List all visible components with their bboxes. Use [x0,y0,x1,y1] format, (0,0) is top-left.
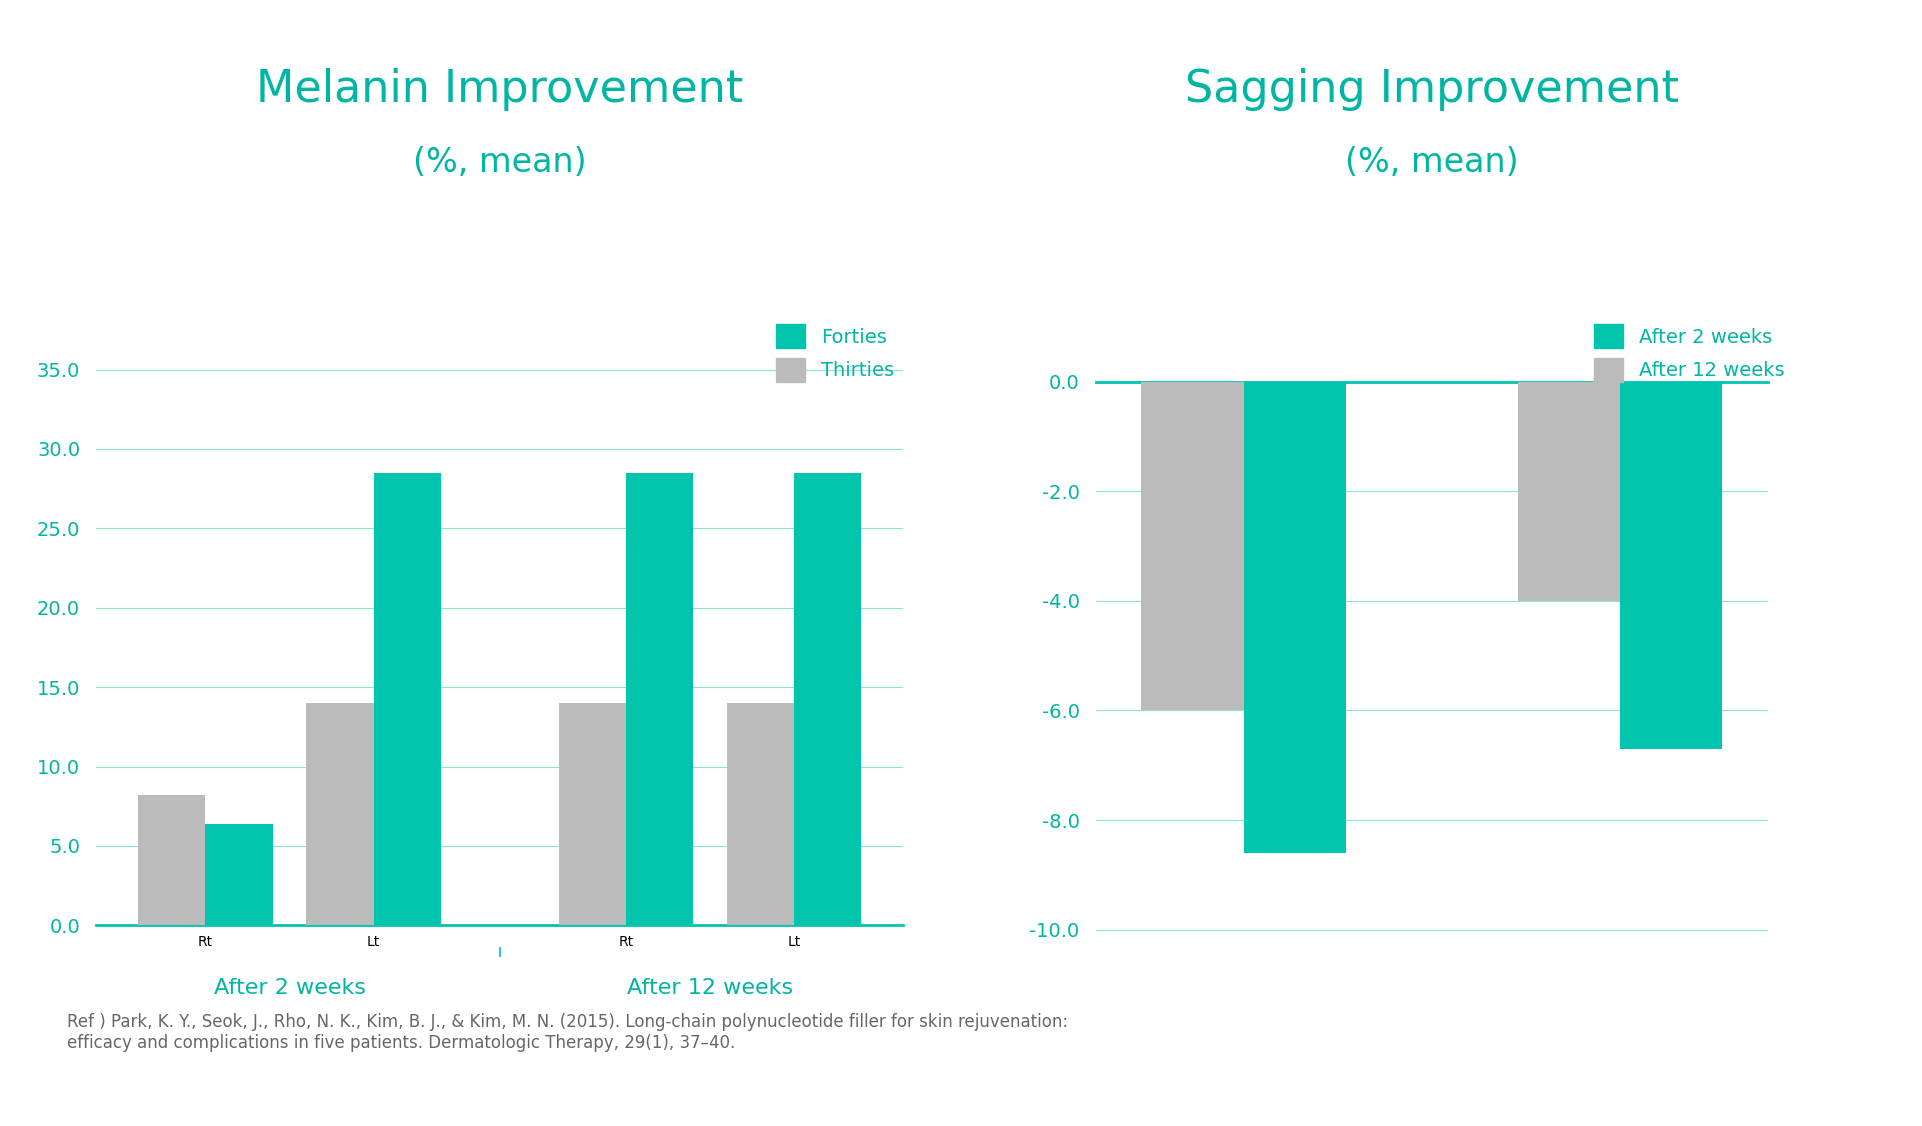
Legend: After 2 weeks, After 12 weeks: After 2 weeks, After 12 weeks [1586,316,1791,390]
Bar [373,473,440,926]
Text: After 2 weeks: After 2 weeks [213,978,365,998]
Bar [1142,382,1244,711]
Text: (%, mean): (%, mean) [1345,146,1518,179]
Bar [1244,382,1345,854]
Bar [138,795,206,926]
Text: Sagging Improvement: Sagging Improvement [1184,68,1680,110]
Bar [206,824,273,926]
Bar [727,703,794,926]
Text: (%, mean): (%, mean) [413,146,586,179]
Bar [1518,382,1620,601]
Text: After 12 weeks: After 12 weeks [627,978,794,998]
Legend: Forties, Thirties: Forties, Thirties [769,316,901,390]
Bar [306,703,373,926]
Text: Melanin Improvement: Melanin Improvement [256,68,744,110]
Bar [794,473,861,926]
Bar [1620,382,1722,749]
Text: Ref ) Park, K. Y., Seok, J., Rho, N. K., Kim, B. J., & Kim, M. N. (2015). Long-c: Ref ) Park, K. Y., Seok, J., Rho, N. K.,… [67,1013,1069,1052]
Bar [559,703,627,926]
Bar [627,473,694,926]
